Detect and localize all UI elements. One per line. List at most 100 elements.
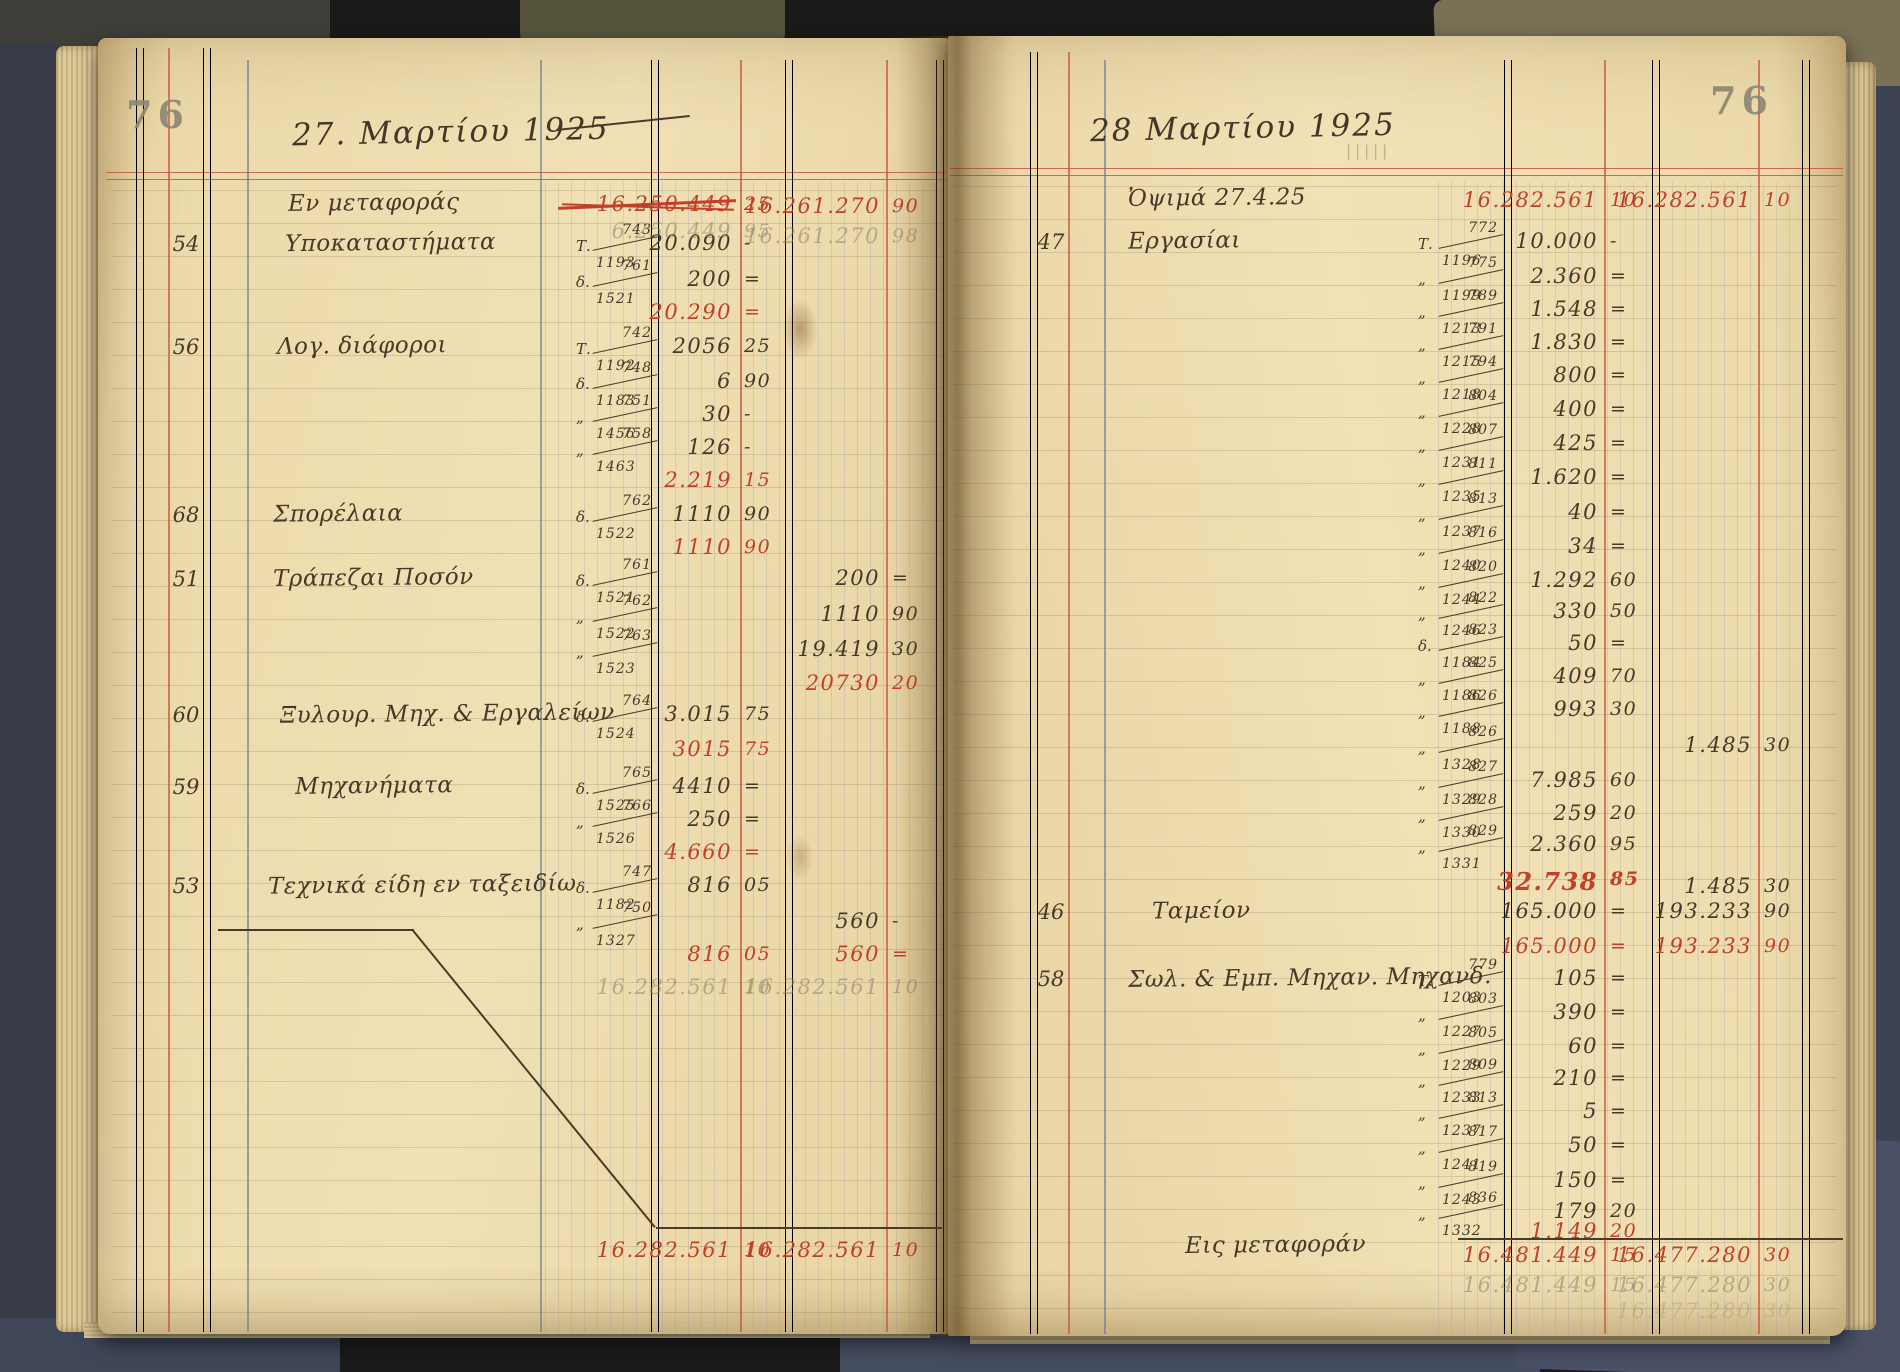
column-rule-red — [785, 60, 793, 1332]
ref-fraction: 750 1327 — [592, 900, 658, 949]
amount: 560= — [700, 942, 908, 966]
pencil-tick-marks: ||||| — [1346, 142, 1392, 160]
ref-numerator: 816 — [1468, 525, 1498, 541]
ref-denominator: 1246 — [1442, 623, 1482, 639]
ledger-ruling-fine-vertical-right — [1438, 182, 1802, 1334]
paper-stain — [782, 298, 818, 360]
ref-denominator: 1243 — [1442, 1192, 1482, 1208]
amount-value: 1.830 — [1530, 330, 1598, 354]
ref-fraction: 766 1526 — [592, 798, 658, 847]
amount-cents: 05 — [744, 874, 772, 896]
ref-numerator: 825 — [1468, 655, 1498, 671]
ref-fraction: 811 1235 — [1438, 456, 1504, 505]
amount-cents: - — [892, 910, 938, 932]
ref-numerator: 817 — [1468, 1124, 1498, 1140]
amount-cents: = — [1610, 1100, 1628, 1122]
account-title: Σπορέλαια — [272, 500, 404, 528]
ref-denominator: 1240 — [1442, 558, 1482, 574]
amount-value: 560 — [835, 942, 880, 966]
ref-numerator: 791 — [1468, 321, 1498, 337]
amount: 40 = — [1418, 500, 1626, 524]
amount-cents: = — [1610, 466, 1628, 488]
amount-value: 16.261.270 — [744, 224, 880, 248]
ref-fraction: 765 1525 — [592, 765, 658, 814]
amount-value: 16.282.561 — [744, 975, 880, 999]
ref-numerator: 742 — [622, 325, 652, 341]
ref-fraction: 758 1463 — [592, 426, 658, 475]
amount-cents: 10 — [744, 976, 772, 998]
ref-fraction: 827 1329 — [1438, 759, 1504, 808]
amount-cents: = — [1610, 265, 1628, 287]
ref-denominator: 1228 — [1442, 421, 1482, 437]
ref-denominator: 1456 — [596, 426, 636, 442]
ref-numerator: 762 — [622, 493, 652, 509]
ref-denominator: 1463 — [596, 459, 636, 475]
ref-denominator: 1332 — [1442, 1223, 1482, 1239]
amount-value: 330 — [1553, 599, 1598, 623]
amount-cents: = — [1610, 364, 1628, 386]
amount-cents: 70 — [1610, 665, 1638, 687]
fraction-bar — [592, 914, 658, 930]
amount: 20.290 = — [552, 300, 760, 324]
ref-denominator: 1330 — [1442, 825, 1482, 841]
amount-cents: 60 — [1610, 569, 1638, 591]
amount: 210 = — [1418, 1066, 1626, 1090]
amount: 816 05 — [552, 942, 769, 966]
ledger-page-left — [98, 38, 948, 1334]
ref-denominator: 1237 — [1442, 1123, 1482, 1139]
amount-cents: = — [1610, 398, 1628, 420]
ref-fraction: 748 1183 — [592, 360, 658, 409]
ref-denominator: 1196 — [1442, 253, 1482, 269]
ref-denominator: 1327 — [596, 933, 636, 949]
ref-numerator: 750 — [622, 900, 652, 916]
ref-fraction: 807 1231 — [1438, 422, 1504, 471]
ref-numerator: 804 — [1468, 388, 1498, 404]
amount-cents: = — [1610, 935, 1628, 957]
amount-value: 20.290 — [649, 300, 732, 324]
ref-prefix: „ — [1418, 605, 1426, 623]
ref-numerator: 761 — [622, 258, 652, 274]
amount: 16.250.449 25 — [552, 192, 770, 216]
ref-numerator: 803 — [1468, 991, 1498, 1007]
ref-numerator: 813 — [1468, 491, 1498, 507]
amount-value: 6 — [717, 369, 732, 393]
ref-numerator: 794 — [1468, 354, 1498, 370]
amount-cents: 25 — [744, 193, 772, 215]
account-number: 58 — [1037, 967, 1065, 991]
account-number: 60 — [172, 703, 200, 727]
amount-value: 165.000 — [1500, 899, 1598, 923]
ref-denominator: 1524 — [596, 726, 636, 742]
fraction-bar — [1438, 738, 1504, 754]
ref-denominator: 1244 — [1442, 592, 1482, 608]
amount-value: 993 — [1553, 697, 1598, 721]
ref-prefix: „ — [1418, 471, 1426, 489]
amount-value: 16.282.561 — [596, 975, 732, 999]
amount: 330 50 — [1418, 599, 1635, 623]
ref-fraction: 817 1241 — [1438, 1124, 1504, 1173]
amount-cents: 10 — [744, 1239, 772, 1261]
ref-denominator: 1227 — [1442, 1024, 1482, 1040]
ref-denominator: 1526 — [596, 831, 636, 847]
ref-prefix: „ — [1418, 574, 1426, 592]
ref-prefix: „ — [1418, 403, 1426, 421]
column-rule-red — [1604, 60, 1606, 1334]
ref-prefix: „ — [1418, 540, 1426, 558]
amount: 993 30 — [1418, 697, 1635, 721]
ref-denominator: 1203 — [1442, 990, 1482, 1006]
amount: 800 = — [1418, 363, 1626, 387]
amount: 2.360 = — [1418, 264, 1626, 288]
ref-fraction: 822 1246 — [1438, 590, 1504, 639]
amount-cents: = — [1610, 535, 1628, 557]
amount: 1.548 = — [1418, 297, 1626, 321]
ref-numerator: 761 — [622, 557, 652, 573]
amount-cents: = — [1610, 900, 1628, 922]
ref-denominator: 1329 — [1442, 792, 1482, 808]
amount: 200 = — [552, 267, 760, 291]
ref-denominator: 1521 — [596, 590, 636, 606]
amount-cents: 50 — [1610, 600, 1638, 622]
page-number-right: 76 — [1710, 78, 1773, 123]
amount: 390 = — [1418, 1000, 1626, 1024]
